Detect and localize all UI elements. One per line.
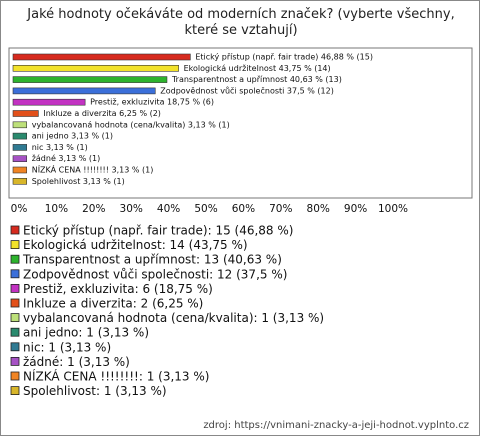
bar — [12, 121, 28, 129]
legend-swatch — [10, 386, 20, 396]
bar — [12, 144, 28, 151]
bar-label: Spolehlivost 3,13 % (1) — [32, 177, 125, 186]
bar-label: Prestiž, exkluzivita 18,75 % (6) — [90, 98, 214, 107]
legend-swatch — [10, 269, 20, 279]
bar — [12, 178, 28, 185]
legend-swatch — [10, 313, 20, 323]
legend-label: Ekologická udržitelnost: 14 (43,75 %) — [23, 238, 248, 252]
legend-swatch — [10, 327, 20, 337]
bar-label: nic 3,13 % (1) — [32, 143, 88, 152]
bar-label: Etický přístup (např. fair trade) 46,88 … — [195, 53, 373, 62]
plot-frame — [8, 47, 473, 199]
legend-label: Etický přístup (např. fair trade): 15 (4… — [23, 224, 293, 238]
x-tick-label: 100% — [378, 203, 408, 215]
x-tick-label: 50% — [194, 203, 217, 215]
legend-label: ani jedno: 1 (3,13 %) — [23, 326, 149, 340]
x-tick-label: 20% — [82, 203, 105, 215]
legend-label: Transparentnost a upřímnost: 13 (40,63 %… — [22, 253, 282, 267]
bar — [12, 76, 168, 83]
legend-label: NÍZKÁ CENA !!!!!!!!: 1 (3,13 %) — [23, 369, 209, 384]
legend-label: žádné: 1 (3,13 %) — [23, 355, 130, 369]
bar-label: NÍZKÁ CENA !!!!!!!! 3,13 % (1) — [32, 164, 154, 175]
legend-label: Prestiž, exkluzivita: 6 (18,75 %) — [23, 282, 213, 296]
legend-label: Zodpovědnost vůči společnosti: 12 (37,5 … — [23, 267, 287, 281]
legend-swatch — [10, 240, 20, 250]
legend-swatch — [10, 225, 20, 235]
source: zdroj: https://vnimani-znacky-a-jeji-hod… — [203, 420, 469, 431]
legend-swatch — [10, 254, 20, 264]
x-tick-label: 80% — [307, 203, 330, 215]
chart-title: Jaké hodnoty očekáváte od moderních znač… — [27, 7, 455, 38]
bar — [12, 166, 28, 174]
legend-label: Spolehlivost: 1 (3,13 %) — [23, 384, 167, 398]
bar — [12, 65, 179, 72]
legend-label: Inkluze a diverzita: 2 (6,25 %) — [23, 297, 203, 311]
x-tick-label: 70% — [269, 203, 292, 215]
legend-label: nic: 1 (3,13 %) — [23, 340, 111, 354]
x-tick-label: 90% — [344, 203, 367, 215]
bar-label: ani jedno 3,13 % (1) — [32, 132, 113, 141]
legend-swatch — [10, 356, 20, 366]
x-tick-label: 60% — [232, 203, 255, 215]
bar — [12, 155, 28, 162]
bar-label: vybalancovaná hodnota (cena/kvalita) 3,1… — [32, 120, 230, 129]
legend-swatch — [10, 371, 20, 381]
x-tick-label: 30% — [120, 203, 143, 215]
legend-label: vybalancovaná hodnota (cena/kvalita): 1 … — [23, 311, 324, 325]
legend-swatch — [10, 298, 20, 308]
bar — [12, 132, 28, 140]
x-tick-label: 0% — [11, 203, 28, 215]
bar — [12, 87, 156, 95]
bar — [12, 98, 86, 106]
bar — [12, 110, 39, 117]
bar-label: Zodpovědnost vůči společnosti 37,5 % (12… — [160, 85, 334, 95]
bar-label: Ekologická udržitelnost 43,75 % (14) — [184, 64, 331, 73]
bar-label: žádné 3,13 % (1) — [32, 153, 101, 163]
bar-label: Transparentnost a upřímnost 40,63 % (13) — [171, 75, 342, 84]
legend-swatch — [10, 283, 20, 293]
bar — [12, 53, 191, 61]
legend-swatch — [10, 342, 20, 352]
x-tick-label: 40% — [157, 203, 180, 215]
bar-label: Inkluze a diverzita 6,25 % (2) — [43, 109, 161, 118]
x-tick-label: 10% — [45, 203, 68, 215]
